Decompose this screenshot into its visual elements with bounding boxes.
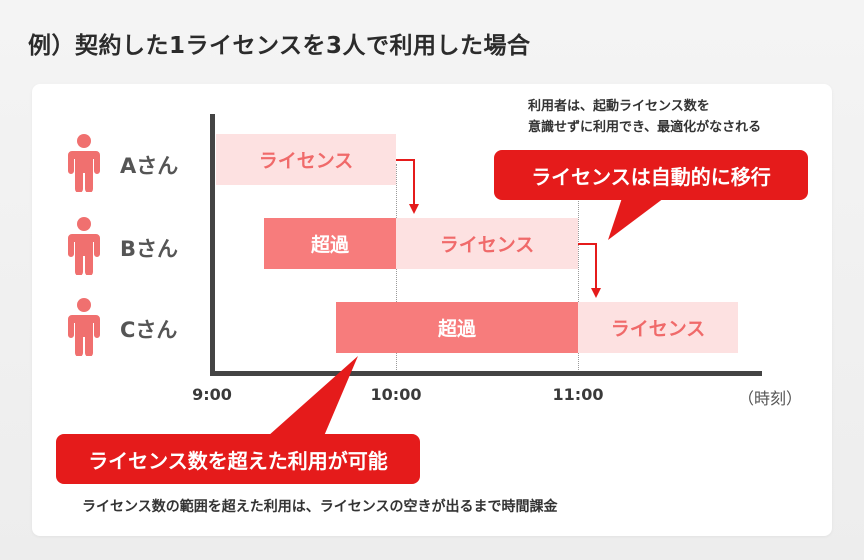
transfer-arrowhead-b-c: [591, 288, 601, 298]
note-bottom: ライセンス数の範囲を超えた利用は、ライセンスの空きが出るまで時間課金: [82, 499, 558, 515]
user-label-a: Aさん: [120, 154, 179, 178]
diagram-card: Aさん Bさん Cさん ライセンス 超過 ライセンス 超過 ライセンス 9:00…: [32, 84, 832, 536]
user-row-a: Aさん: [62, 132, 212, 192]
user-label-c: Cさん: [120, 318, 178, 342]
guide-10-00: [396, 164, 397, 374]
bar-c-over: 超過: [336, 302, 578, 353]
user-row-c: Cさん: [62, 296, 212, 356]
page-title: 例）契約した1ライセンスを3人で利用した場合: [28, 33, 531, 59]
note-top-line1: 利用者は、起動ライセンス数を: [528, 99, 710, 114]
callout-over-tail: [268, 356, 358, 436]
person-icon: [68, 217, 100, 275]
transfer-arrow-b-c: [578, 243, 597, 290]
bar-a-license: ライセンス: [216, 134, 396, 185]
tick-9-00: 9:00: [192, 385, 232, 404]
callout-auto-transfer: ライセンスは自動的に移行: [494, 150, 808, 200]
note-top: 利用者は、起動ライセンス数を 意識せずに利用でき、最適化がなされる: [528, 96, 761, 138]
callout-auto-tail: [608, 198, 664, 240]
tick-11-00: 11:00: [552, 385, 604, 404]
transfer-arrowhead-a-b: [409, 204, 419, 214]
person-icon: [68, 134, 100, 192]
bar-c-license: ライセンス: [578, 302, 738, 353]
person-icon: [68, 298, 100, 356]
user-row-b: Bさん: [62, 215, 212, 275]
note-top-line2: 意識せずに利用でき、最適化がなされる: [528, 120, 762, 135]
x-axis: [210, 371, 762, 376]
user-label-b: Bさん: [120, 237, 179, 261]
time-unit-label: （時刻）: [738, 389, 803, 408]
transfer-arrow-a-b: [396, 159, 415, 206]
bar-b-license: ライセンス: [396, 218, 578, 269]
bar-b-over: 超過: [264, 218, 396, 269]
callout-over-usage: ライセンス数を超えた利用が可能: [56, 434, 420, 484]
y-axis: [210, 114, 215, 376]
tick-10-00: 10:00: [370, 385, 422, 404]
arrows-layer: [268, 159, 664, 436]
guide-11-00: [578, 164, 579, 374]
